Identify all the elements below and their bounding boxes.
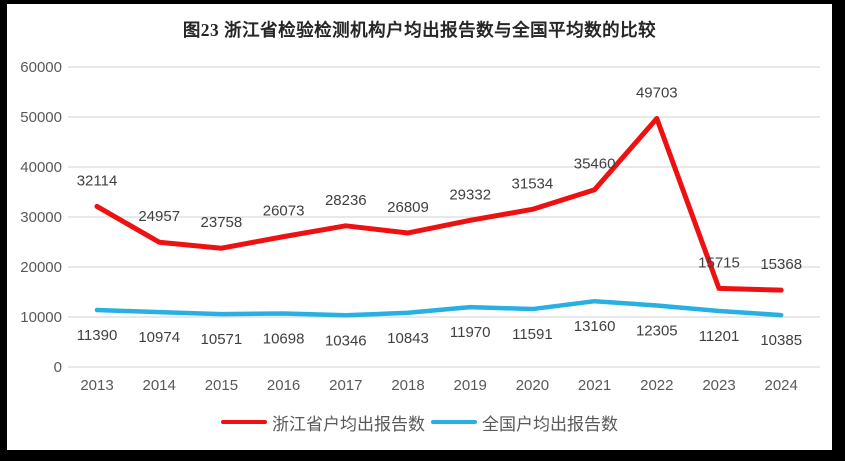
data-label: 35460 — [574, 156, 616, 173]
data-label: 11201 — [699, 328, 740, 345]
legend-label-national: 全国户均出报告数 — [482, 414, 618, 434]
data-label: 15368 — [760, 256, 802, 273]
legend-item-zhejiang: 浙江省户均出报告数 — [221, 410, 425, 435]
legend-item-national: 全国户均出报告数 — [431, 410, 618, 435]
data-label: 13160 — [574, 318, 616, 335]
y-tick-label: 20000 — [20, 259, 62, 276]
y-axis-tick-labels: 0 10000 20000 30000 40000 50000 60000 — [20, 59, 62, 376]
x-tick-label: 2022 — [640, 377, 673, 394]
data-label: 24957 — [138, 208, 180, 225]
x-tick-label: 2023 — [702, 377, 735, 394]
data-label: 10843 — [387, 330, 429, 347]
zhejiang-data-labels: 32114 24957 23758 26073 28236 26809 29332 31534… — [77, 84, 802, 273]
data-label: 31534 — [512, 175, 554, 192]
data-label: 12305 — [636, 322, 678, 339]
x-tick-label: 2018 — [391, 377, 424, 394]
y-tick-label: 50000 — [20, 109, 62, 126]
x-tick-label: 2021 — [578, 377, 611, 394]
data-label: 23758 — [201, 214, 243, 231]
data-label: 15715 — [698, 254, 740, 271]
data-label: 49703 — [636, 84, 678, 101]
data-label: 32114 — [77, 172, 118, 189]
y-tick-label: 10000 — [20, 309, 62, 326]
gridlines — [68, 66, 820, 368]
data-label: 11390 — [77, 327, 118, 344]
national-line-swatch-icon — [431, 419, 477, 425]
data-label: 10974 — [138, 329, 180, 346]
chart-canvas: 图23 浙江省检验检测机构户均出报告数与全国平均数的比较 0 10000 20000… — [7, 4, 832, 450]
chart-title: 图23 浙江省检验检测机构户均出报告数与全国平均数的比较 — [182, 20, 657, 40]
national-data-labels: 11390 10974 10571 10698 10346 10843 11970 11591… — [77, 318, 802, 349]
data-label: 11591 — [512, 326, 553, 343]
y-tick-label: 40000 — [20, 159, 62, 176]
x-tick-label: 2016 — [267, 377, 300, 394]
x-tick-label: 2020 — [516, 377, 549, 394]
chart-legend: 浙江省户均出报告数 全国户均出报告数 — [7, 408, 832, 436]
data-label: 10571 — [201, 331, 243, 348]
x-axis-tick-labels: 2013 2014 2015 2016 2017 2018 2019 2020 2021 2022… — [80, 377, 798, 394]
data-label: 11970 — [450, 324, 491, 341]
x-tick-label: 2019 — [454, 377, 487, 394]
national-line-series — [94, 298, 784, 318]
x-tick-label: 2015 — [205, 377, 238, 394]
data-label: 29332 — [449, 186, 491, 203]
x-tick-label: 2017 — [329, 377, 362, 394]
data-label: 26809 — [387, 199, 429, 216]
zhejiang-line-series — [94, 115, 784, 293]
zhejiang-line-swatch-icon — [221, 419, 267, 425]
data-label: 26073 — [263, 203, 305, 220]
y-tick-label: 0 — [54, 359, 62, 376]
x-tick-label: 2024 — [765, 377, 798, 394]
data-label: 10346 — [325, 332, 367, 349]
x-tick-label: 2013 — [80, 377, 113, 394]
data-label: 10698 — [263, 331, 305, 348]
x-tick-label: 2014 — [143, 377, 176, 394]
y-tick-label: 60000 — [20, 59, 62, 76]
data-label: 10385 — [760, 332, 802, 349]
legend-label-zhejiang: 浙江省户均出报告数 — [272, 414, 425, 434]
data-label: 28236 — [325, 192, 367, 209]
y-tick-label: 30000 — [20, 209, 62, 226]
